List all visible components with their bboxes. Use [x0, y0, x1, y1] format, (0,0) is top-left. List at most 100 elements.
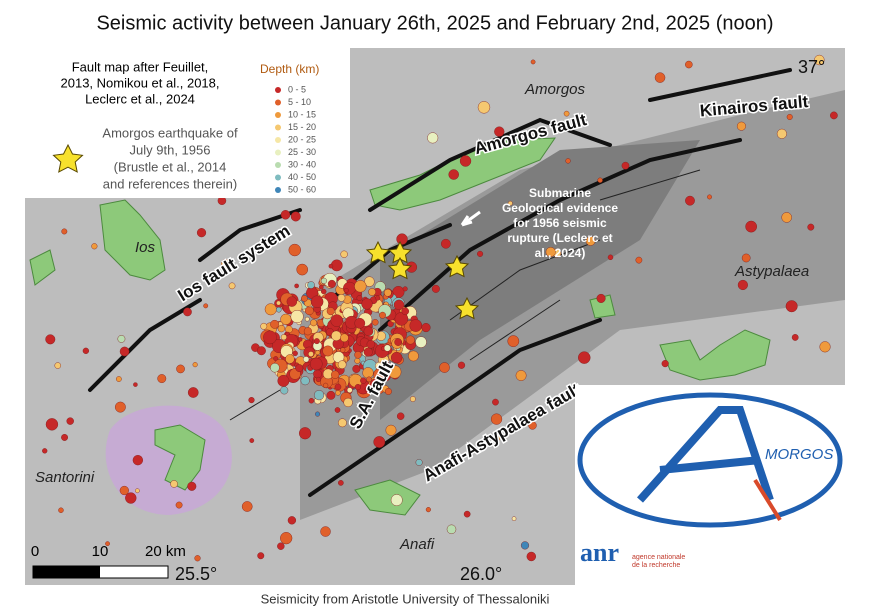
- earthquake-dot: [338, 480, 344, 486]
- title: Seismic activity between January 26th, 2…: [96, 12, 773, 34]
- ios-island: [99, 199, 166, 281]
- trough: [380, 140, 700, 420]
- legend-box: [25, 48, 350, 198]
- depth-label: 50 - 60: [288, 184, 316, 194]
- earthquake-dot: [192, 362, 198, 368]
- earthquake-dot: [320, 526, 331, 537]
- earthquake-dot: [373, 436, 386, 448]
- earthquake-dot: [290, 211, 301, 222]
- earthquake-dot: [221, 258, 231, 269]
- fault: [198, 208, 302, 262]
- earthquake-dot: [228, 282, 236, 290]
- logo-mark: [753, 478, 782, 522]
- earthquake-dot: [360, 377, 367, 384]
- earthquake-dot: [45, 334, 56, 345]
- place-label: Ios: [135, 239, 156, 256]
- earthquake-dot: [310, 295, 324, 308]
- earthquake-dot: [406, 335, 415, 345]
- earthquake-dot: [125, 492, 137, 504]
- annotation-text: Geological evidence: [502, 201, 618, 215]
- earthquake-dot: [292, 350, 298, 357]
- earthquake-dot: [331, 330, 342, 341]
- depth-swatch: [275, 162, 281, 168]
- depth-swatch: [275, 87, 281, 93]
- earthquake-dot: [270, 362, 280, 373]
- earthquake-dot: [736, 121, 746, 131]
- earthquake-dot: [61, 228, 68, 235]
- earthquake-dot: [366, 340, 376, 349]
- earthquake-dot: [526, 551, 536, 562]
- earthquake-dot: [565, 158, 571, 164]
- santorini-caldera: [105, 405, 232, 515]
- earthquake-dot: [58, 507, 64, 513]
- earthquake-dot: [318, 284, 324, 290]
- depth-swatch: [275, 149, 281, 156]
- earthquake-dot: [807, 223, 815, 231]
- earthquake-dot: [309, 357, 323, 371]
- earthquake-dot: [249, 438, 255, 443]
- logo-text: agence nationale: [632, 554, 685, 561]
- earthquake-dot: [327, 279, 336, 288]
- coordinate: 37°: [798, 57, 825, 77]
- scale-bar: 0 10 20 km: [31, 543, 186, 579]
- earthquake-dot: [394, 338, 402, 346]
- earthquake-dot: [303, 327, 312, 336]
- earthquake-dot: [321, 288, 327, 295]
- earthquake-dot: [337, 360, 347, 369]
- earthquake-dot: [635, 256, 643, 264]
- earthquake-dot: [257, 552, 265, 560]
- logo-name: MORGOS: [765, 446, 833, 463]
- earthquake-dot: [334, 383, 342, 391]
- earthquake-dot: [776, 128, 787, 139]
- earthquake-dot: [427, 132, 439, 144]
- earthquake-dot: [490, 413, 503, 425]
- earthquake-dot: [814, 54, 825, 66]
- coordinate: 26.0°: [460, 564, 502, 584]
- fault: [368, 117, 612, 212]
- earthquake-dot: [415, 336, 427, 348]
- legend-text: 2013, Nomikou et al., 2018,: [61, 75, 220, 90]
- earthquake-dot: [507, 200, 513, 206]
- earthquake-dot: [301, 295, 308, 302]
- earthquake-dot: [313, 338, 320, 345]
- legend-text: Amorgos earthquake of: [102, 125, 238, 140]
- earthquake-dot: [310, 319, 318, 327]
- place-label: Astypalaea: [734, 263, 809, 280]
- logo-anr: anr: [580, 538, 619, 567]
- earthquake-dot: [745, 220, 757, 233]
- earthquake-dot: [385, 424, 397, 436]
- earthquake-dot: [366, 376, 372, 383]
- earthquake-dot: [530, 59, 536, 65]
- earthquake-dot: [578, 351, 591, 364]
- earthquake-dot: [791, 334, 799, 341]
- earthquake-dot: [654, 72, 666, 83]
- earthquake-dot: [196, 228, 207, 238]
- earthquake-dot: [194, 555, 201, 562]
- earthquake-dot: [394, 312, 409, 326]
- fault: [308, 318, 602, 497]
- earthquake-dot: [340, 333, 349, 343]
- earthquake-dot: [263, 330, 277, 345]
- earthquake-dot: [390, 351, 403, 364]
- earthquake-dot: [286, 296, 298, 307]
- earthquake-dot: [315, 350, 321, 356]
- earthquake-dot: [597, 177, 603, 183]
- earthquake-dot: [528, 421, 537, 430]
- place-label: Santorini: [35, 469, 95, 486]
- earthquake-dot: [459, 155, 472, 167]
- earthquake-dot: [117, 335, 126, 343]
- earthquake-dot: [256, 346, 266, 356]
- earthquake-dot: [354, 317, 366, 329]
- earthquake-dot: [425, 507, 431, 513]
- earthquake-dot: [563, 110, 570, 117]
- earthquake-dot: [337, 294, 346, 302]
- earthquake-dot: [415, 458, 423, 466]
- earthquake-dot: [115, 376, 122, 382]
- earthquake-dot: [492, 434, 501, 442]
- earthquake-dot: [781, 212, 792, 223]
- earthquake-dot: [409, 396, 416, 402]
- earthquake-dot: [135, 488, 140, 494]
- earthquake-dot: [515, 370, 527, 381]
